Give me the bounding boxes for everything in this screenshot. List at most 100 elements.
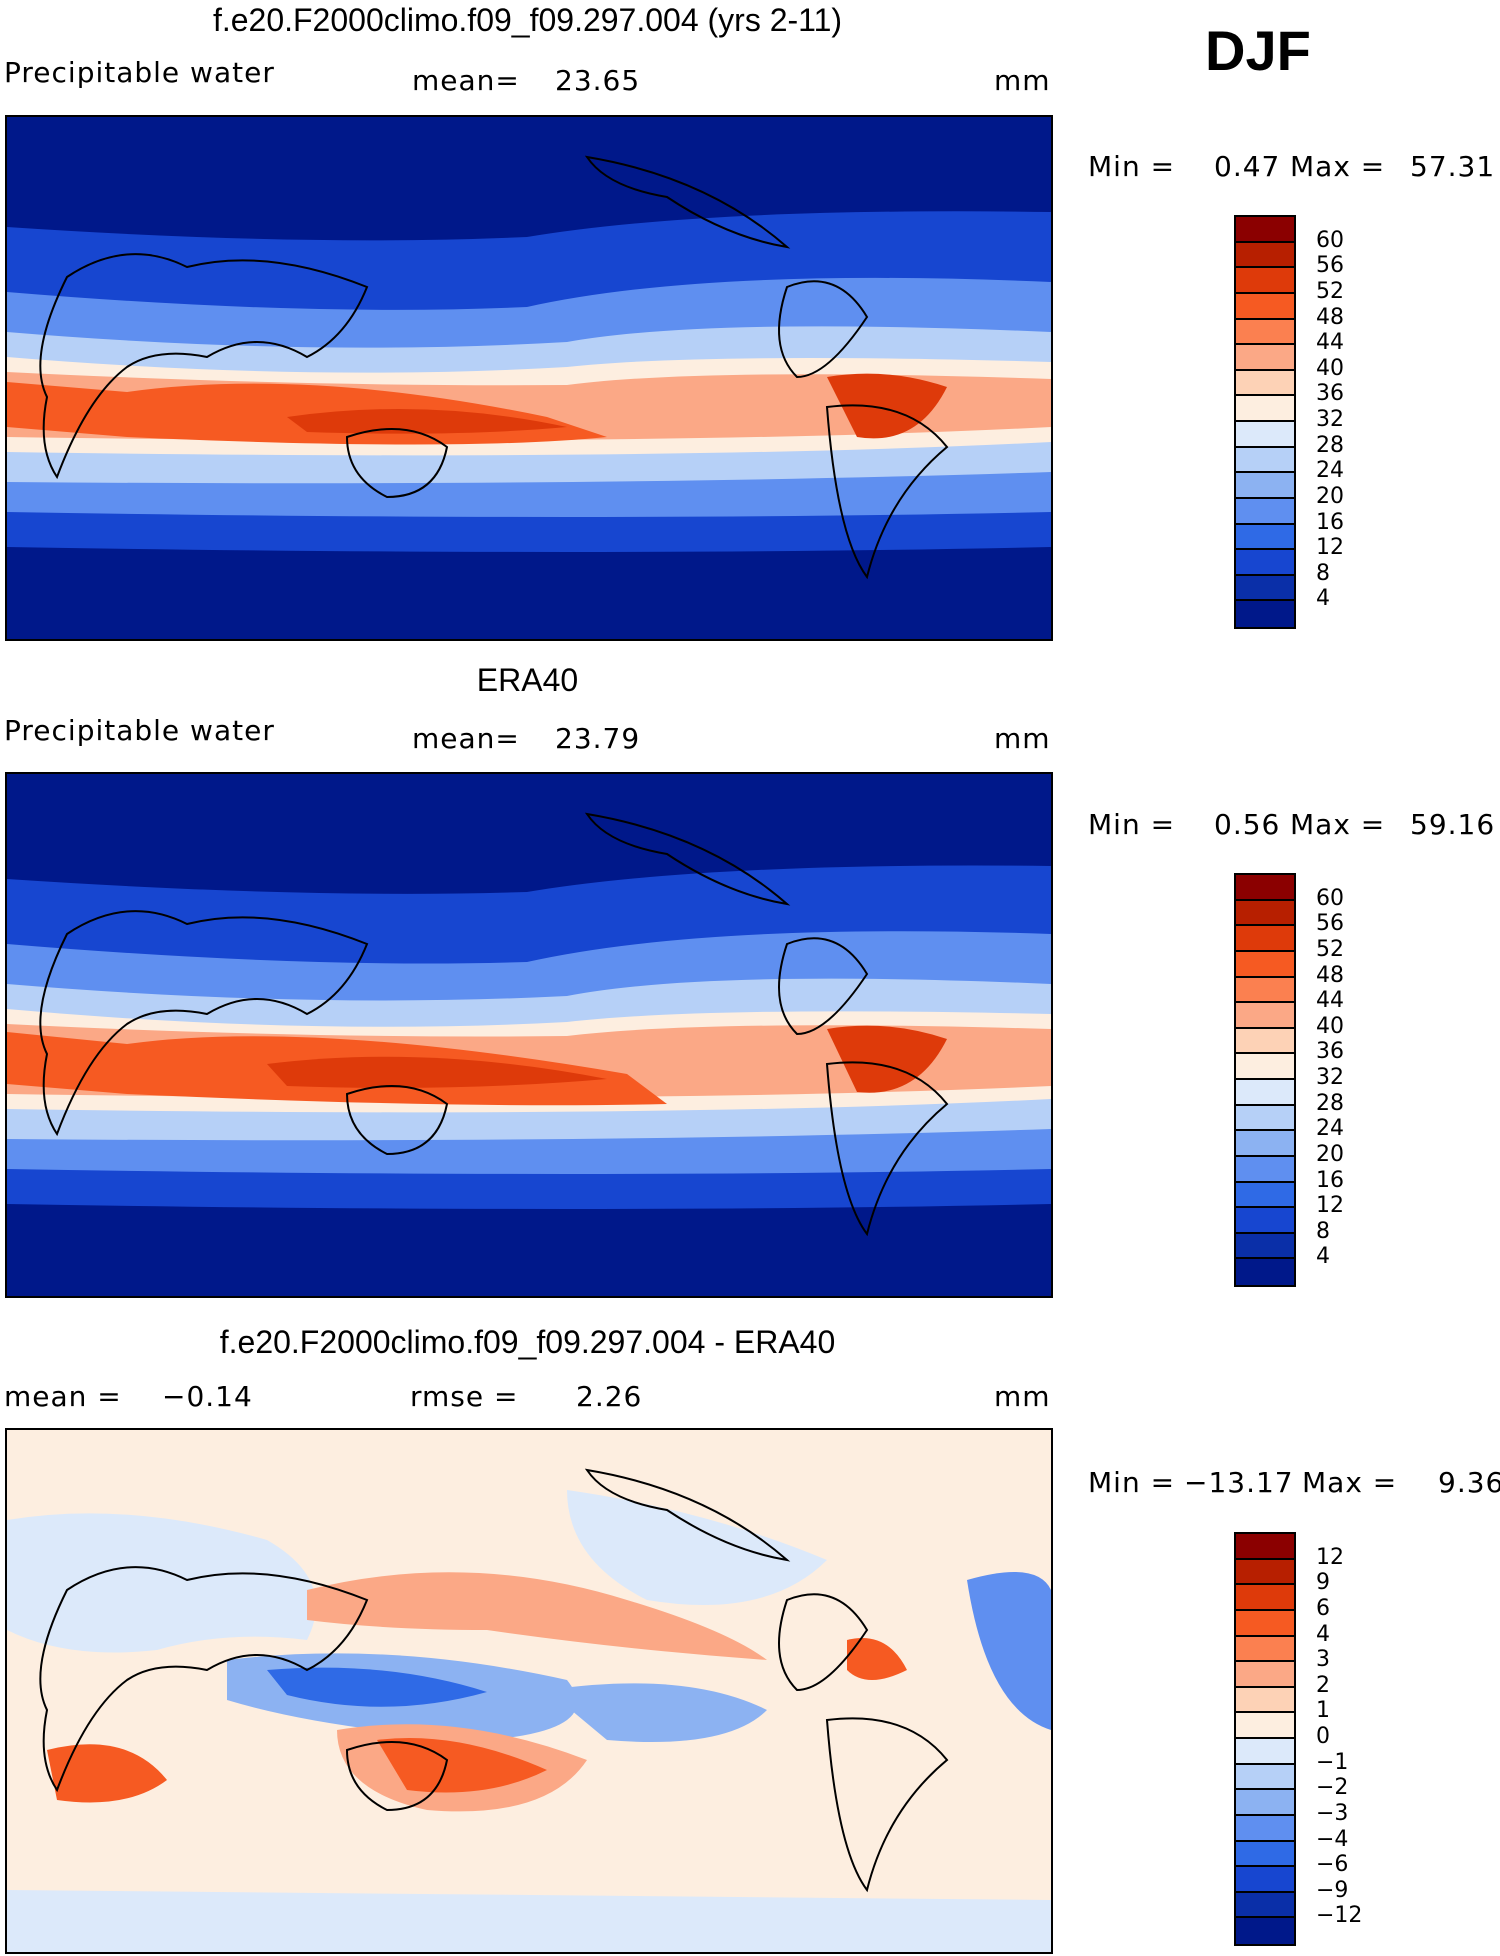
colorbar-swatch [1236,1918,1294,1944]
colorbar-tick-label: 28 [1316,1090,1344,1116]
colorbar-tick-label: 24 [1316,1116,1344,1142]
panel-2-min-label: Min = [1088,808,1176,841]
colorbar-tick-label: 40 [1316,1013,1344,1039]
colorbar-swatch [1236,575,1294,602]
panel-2-title: ERA40 [476,662,579,698]
colorbar-tick-label: −3 [1316,1800,1349,1826]
difference-map [7,1430,1051,1952]
panel-2-units: mm [994,722,1051,755]
colorbar-swatch [1236,422,1294,448]
panel-1-mean-value: 23.65 [555,64,641,97]
colorbar-tick-label: 52 [1316,278,1344,304]
panel-2-max-label: Max = [1290,808,1386,841]
colorbar-tick-label: 52 [1316,936,1344,962]
colorbar-tick-label: 8 [1316,560,1330,586]
colorbar-tick-label: 4 [1316,1244,1330,1270]
colorbar-swatch [1236,1790,1294,1816]
colorbar-swatch [1236,396,1294,422]
panel-3-map [5,1428,1053,1954]
panel-3-mean-label: mean = [4,1380,122,1413]
colorbar-swatch [1236,926,1294,952]
colorbar-swatch [1236,345,1294,371]
colorbar-swatch [1236,524,1294,551]
colorbar-swatch [1236,1713,1294,1739]
colorbar-tick-label: 3 [1316,1647,1330,1673]
colorbar-tick-label: 6 [1316,1595,1330,1621]
panel-1-max-value: 57.31 [1410,150,1496,183]
colorbar-swatch [1236,1208,1294,1234]
colorbar-swatch [1236,1054,1294,1080]
colorbar-swatch [1236,370,1294,397]
panel-1-title: f.e20.F2000climo.f09_f09.297.004 (yrs 2-… [212,2,843,38]
colorbar-swatch [1236,1534,1294,1560]
colorbar-swatch [1236,550,1294,576]
colorbar-swatch [1236,1867,1294,1893]
colorbar-tick-label: −4 [1316,1826,1349,1852]
season-label: DJF [1205,19,1311,82]
panel-3-rmse-label: rmse = [410,1380,519,1413]
colorbar-swatch [1236,293,1294,320]
colorbar-tick-label: 48 [1316,304,1344,330]
panel-3-units: mm [994,1380,1051,1413]
panel-3-max-value: 9.36 [1438,1466,1500,1499]
colorbar-swatch [1236,977,1294,1004]
colorbar-tick-label: −6 [1316,1852,1349,1878]
colorbar-swatch [1236,1080,1294,1106]
colorbar-swatch [1236,601,1294,627]
colorbar-tick-label: 8 [1316,1218,1330,1244]
colorbar-tick-label: 44 [1316,988,1344,1014]
colorbar-swatch [1236,1003,1294,1029]
panel-1-map [5,115,1053,641]
colorbar-tick-label: 9 [1316,1570,1330,1596]
colorbar-swatch [1236,1233,1294,1260]
colorbar-tick-label: 12 [1316,535,1344,561]
panel-3-title: f.e20.F2000climo.f09_f09.297.004 - ERA40 [219,1324,836,1360]
colorbar-tick-label: 16 [1316,509,1344,535]
colorbar-tick-label: 32 [1316,1065,1344,1090]
colorbar-swatch [1236,900,1294,927]
colorbar-swatch [1236,242,1294,269]
colorbar-swatch [1236,1585,1294,1611]
colorbar-swatch [1236,875,1294,901]
colorbar-tick-label: 28 [1316,432,1344,458]
panel-3-colorbar [1234,1532,1296,1946]
precipitable-water-model-map [7,117,1051,639]
colorbar-tick-label: 12 [1316,1544,1344,1570]
colorbar-swatch [1236,1105,1294,1132]
colorbar-tick-label: 20 [1316,483,1344,509]
colorbar-swatch [1236,1687,1294,1714]
colorbar-tick-label: 20 [1316,1141,1344,1167]
colorbar-swatch [1236,951,1294,978]
colorbar-tick-label: 56 [1316,911,1344,937]
colorbar-tick-label: −12 [1316,1903,1363,1929]
panel-3-min-label: Min = [1088,1466,1176,1499]
colorbar-tick-label: 56 [1316,253,1344,279]
colorbar-tick-label: 4 [1316,1621,1330,1647]
colorbar-tick-label: 4 [1316,586,1330,612]
colorbar-swatch [1236,1182,1294,1209]
colorbar-tick-label: 48 [1316,962,1344,988]
colorbar-swatch [1236,447,1294,474]
colorbar-swatch [1236,1636,1294,1663]
panel-1-variable-label: Precipitable water [4,56,275,89]
colorbar-tick-label: −9 [1316,1877,1349,1903]
panel-2-variable-label: Precipitable water [4,714,275,747]
colorbar-tick-label: 60 [1316,227,1344,253]
colorbar-swatch [1236,1662,1294,1688]
panel-3-mean-value: −0.14 [162,1380,253,1413]
panel-1-colorbar [1234,215,1296,629]
colorbar-tick-label: 32 [1316,407,1344,432]
colorbar-swatch [1236,1156,1294,1183]
colorbar-tick-label: 1 [1316,1698,1330,1724]
colorbar-swatch [1236,1259,1294,1285]
panel-3-rmse-value: 2.26 [576,1380,643,1413]
colorbar-swatch [1236,473,1294,499]
colorbar-tick-label: 24 [1316,458,1344,484]
colorbar-swatch [1236,498,1294,525]
panel-3-min-value: −13.17 [1184,1466,1294,1499]
colorbar-tick-label: 12 [1316,1193,1344,1219]
colorbar-swatch [1236,1815,1294,1842]
precipitable-water-era40-map [7,774,1051,1296]
panel-1-max-label: Max = [1290,150,1386,183]
colorbar-swatch [1236,1739,1294,1765]
